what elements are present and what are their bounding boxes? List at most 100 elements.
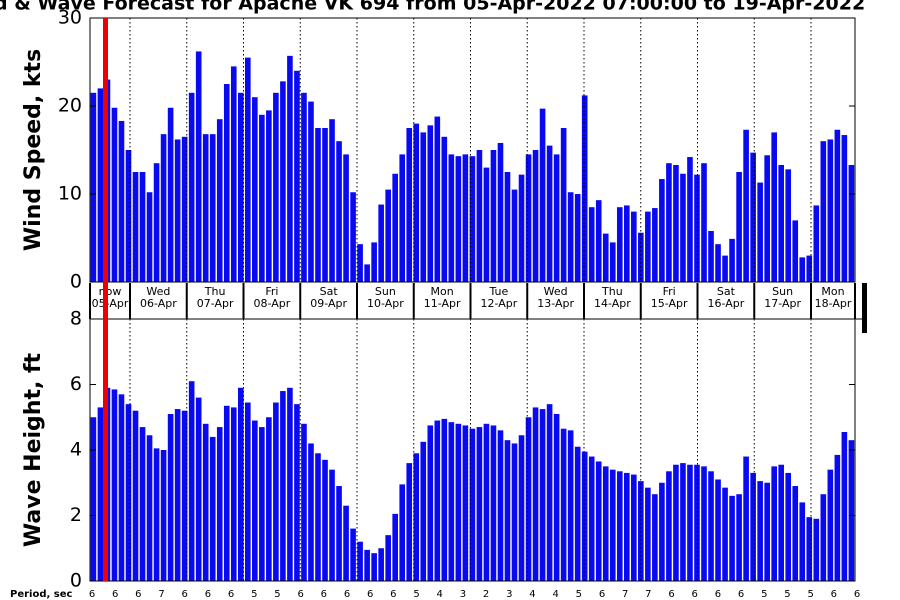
bar — [357, 244, 363, 282]
bar — [687, 157, 693, 282]
bar — [722, 255, 728, 282]
bar — [764, 482, 770, 581]
period-value: 6 — [89, 589, 95, 600]
bar — [792, 220, 799, 282]
bar — [476, 150, 483, 282]
bar — [118, 394, 125, 581]
day-date: 11-Apr — [424, 297, 461, 310]
bar — [652, 494, 658, 581]
bar — [343, 505, 349, 581]
y-tick-label: 20 — [58, 95, 82, 117]
bar — [595, 461, 602, 581]
bar — [245, 57, 251, 282]
day-date: 18-Apr — [815, 297, 852, 310]
bar — [385, 189, 391, 282]
period-value: 6 — [344, 589, 350, 600]
bar — [308, 101, 314, 282]
period-value: 6 — [205, 589, 211, 600]
day-name: Wed — [146, 285, 170, 298]
bar — [743, 456, 749, 581]
bar — [652, 208, 658, 282]
bar — [827, 139, 834, 282]
bar — [350, 192, 356, 282]
bar — [820, 494, 827, 581]
bar — [280, 391, 286, 581]
bar — [792, 486, 799, 581]
bar — [111, 389, 118, 581]
bar — [322, 459, 328, 581]
period-value: 3 — [506, 589, 512, 600]
bar — [230, 66, 237, 283]
bar — [757, 182, 763, 282]
bar — [673, 464, 679, 581]
bar — [511, 443, 518, 581]
bar — [448, 422, 455, 581]
bar — [364, 549, 370, 581]
bar — [764, 155, 770, 282]
bar — [97, 88, 104, 283]
bar — [581, 451, 588, 581]
bar — [462, 425, 469, 581]
day-date: 05-Apr — [92, 297, 129, 310]
bar — [188, 381, 195, 581]
bar — [139, 172, 146, 282]
day-name: Sat — [717, 285, 736, 298]
bar — [497, 430, 504, 581]
day-name: Wed — [544, 285, 568, 298]
bar — [301, 423, 307, 581]
bar — [111, 107, 118, 282]
bar — [525, 417, 532, 581]
bar — [588, 207, 595, 282]
bar — [392, 173, 399, 282]
bar — [841, 431, 848, 581]
bar — [195, 51, 202, 282]
day-name: Mon — [821, 285, 844, 298]
period-value: 5 — [761, 589, 767, 600]
period-value: 3 — [460, 589, 466, 600]
bar — [476, 427, 483, 581]
period-value: 6 — [135, 589, 141, 600]
bar — [511, 189, 518, 282]
bar — [504, 172, 511, 282]
day-name: Thu — [601, 285, 623, 298]
y-tick-label: 6 — [70, 373, 82, 395]
bar — [153, 163, 160, 282]
bar — [245, 402, 251, 581]
period-value: 6 — [321, 589, 327, 600]
bar — [399, 154, 406, 282]
bar — [202, 423, 209, 581]
period-value: 6 — [182, 589, 188, 600]
bar — [90, 92, 97, 282]
bar — [567, 430, 574, 581]
period-value: 6 — [297, 589, 303, 600]
bar — [532, 407, 539, 581]
period-value: 2 — [483, 589, 489, 600]
bar — [518, 435, 525, 581]
bar — [125, 150, 132, 282]
bar — [315, 128, 321, 282]
bar — [778, 164, 785, 282]
y-axis-label: Wave Height, ft — [21, 352, 46, 547]
period-value: 4 — [529, 589, 535, 600]
bar — [729, 495, 735, 581]
bar — [223, 405, 230, 581]
plot-frame — [89, 17, 856, 283]
period-value: 6 — [367, 589, 373, 600]
bar — [308, 443, 314, 581]
bar — [146, 192, 153, 282]
bar — [125, 404, 132, 581]
bar — [174, 139, 181, 282]
bar — [280, 81, 286, 282]
bar — [146, 435, 153, 581]
bar — [848, 164, 855, 282]
bar — [336, 141, 342, 282]
bar — [378, 204, 384, 282]
y-tick-label: 0 — [70, 570, 82, 592]
day-date: 06-Apr — [140, 297, 177, 310]
day-date: 13-Apr — [537, 297, 574, 310]
period-value: 4 — [552, 589, 558, 600]
bar — [427, 425, 434, 581]
bar — [259, 427, 265, 581]
bar — [188, 92, 195, 282]
